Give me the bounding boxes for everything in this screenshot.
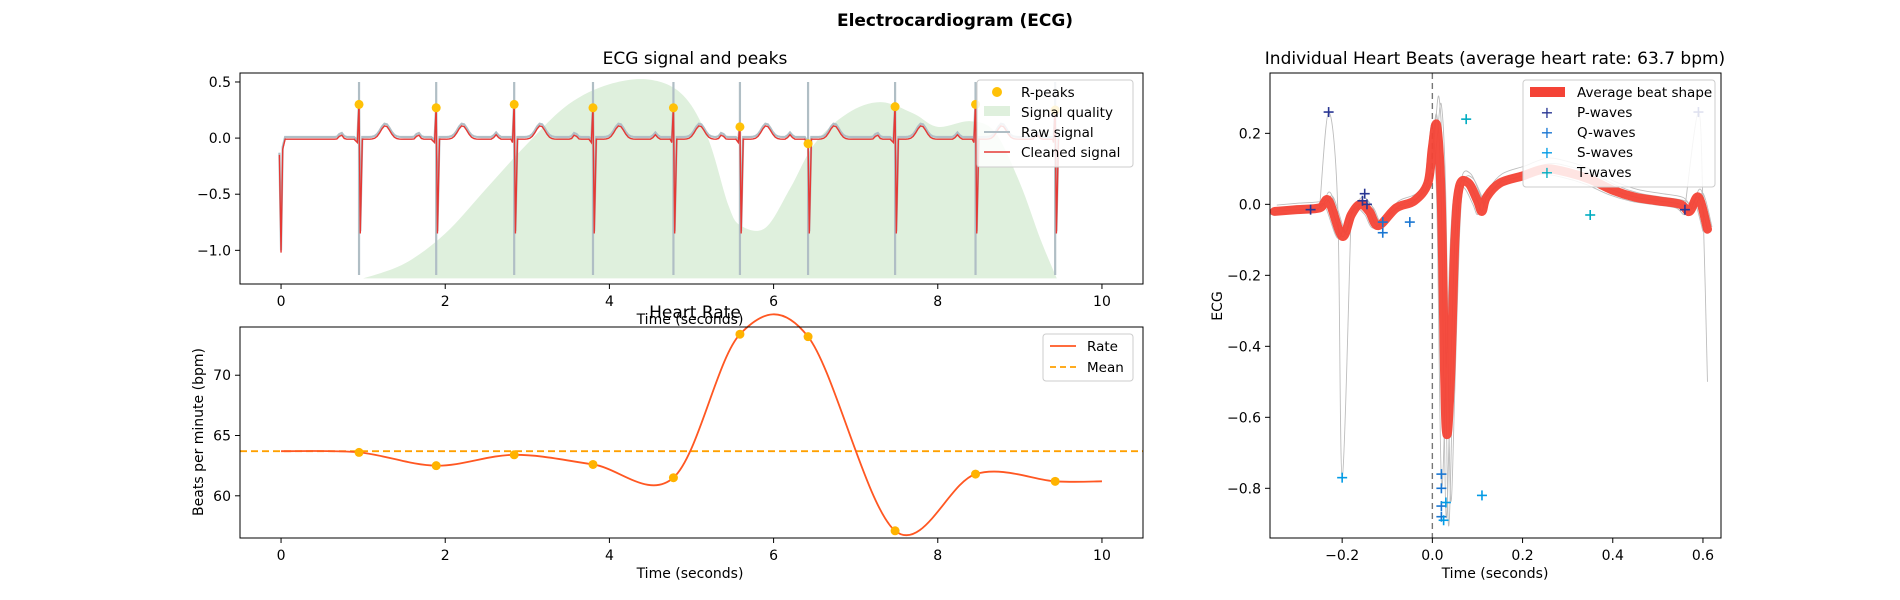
rate-point-marker: [668, 473, 678, 483]
average-beat-line: [1270, 119, 1712, 439]
ecg-xtick-label: 6: [769, 294, 778, 310]
hr-axes-frame: [239, 326, 1144, 539]
rate-point-marker: [588, 459, 598, 469]
hr-xtick-label: 8: [933, 548, 942, 564]
beats-xtick-label: 0.0: [1421, 548, 1443, 564]
hr-xtick-label: 6: [769, 548, 778, 564]
ecg-axes-frame: [239, 72, 1144, 285]
rate-point-marker: [971, 469, 981, 479]
figure-title: Electrocardiogram (ECG): [837, 11, 1073, 31]
ecg-ytick-label: 0.5: [209, 75, 231, 91]
rate-point-marker: [735, 329, 745, 339]
ecg-panel: ECG signal and peaks 0 2 4 6 8 10 0.5 0.0 −0.5 −1…: [197, 49, 1144, 328]
beats-ytick-label: 0.2: [1239, 126, 1261, 142]
beats-legend: Average beat shape + P-waves + Q-waves +…: [1522, 79, 1716, 188]
hr-legend: Rate Mean: [1042, 333, 1134, 382]
ecg-xtick-label: 4: [605, 294, 614, 310]
beats-ylabel: ECG: [1210, 291, 1226, 320]
legend-quality-swatch: [984, 106, 1010, 116]
ecg-xtick-label: 10: [1093, 294, 1111, 310]
ecg-title: ECG signal and peaks: [603, 49, 788, 69]
cleaned-signal-line: [278, 102, 1060, 253]
legend-t-label: T-waves: [1576, 165, 1632, 181]
r-peak-marker: [803, 139, 813, 149]
hr-xtick-label: 4: [605, 548, 614, 564]
hr-xtick-label: 10: [1093, 548, 1111, 564]
r-peak-marker: [735, 122, 745, 132]
r-peak-marker: [431, 103, 441, 113]
beats-axes-frame: [1269, 72, 1722, 539]
hr-xtick-label: 2: [441, 548, 450, 564]
legend-q-label: Q-waves: [1577, 125, 1636, 141]
r-peak-marker: [354, 99, 364, 109]
ecg-legend-box: [976, 79, 1134, 168]
legend-t-marker: +: [1540, 163, 1553, 182]
beats-xtick-label: 0.6: [1692, 548, 1714, 564]
beats-ytick-label: 0.0: [1239, 197, 1261, 213]
beats-xtick-label: 0.2: [1511, 548, 1533, 564]
legend-clean-label: Cleaned signal: [1021, 145, 1120, 161]
r-peak-marker: [890, 102, 900, 112]
legend-p-label: P-waves: [1577, 105, 1632, 121]
hr-ytick-label: 65: [213, 429, 231, 445]
beats-ytick-label: −0.2: [1227, 268, 1261, 284]
beats-title: Individual Heart Beats (average heart ra…: [1265, 49, 1725, 69]
hr-ytick-label: 70: [213, 368, 231, 384]
rate-point-marker: [803, 332, 813, 342]
beats-ytick-label: −0.6: [1227, 410, 1261, 426]
legend-rate-label: Rate: [1087, 339, 1118, 355]
legend-s-label: S-waves: [1577, 145, 1633, 161]
rate-point-marker: [354, 447, 364, 457]
beats-xtick-label: −0.2: [1325, 548, 1359, 564]
signal-quality-area: [363, 79, 1057, 279]
legend-quality-label: Signal quality: [1021, 105, 1113, 121]
legend-raw-label: Raw signal: [1021, 125, 1094, 141]
ecg-ytick-label: 0.0: [209, 131, 231, 147]
ecg-ytick-label: −1.0: [197, 243, 231, 259]
ecg-ytick-label: −0.5: [197, 187, 231, 203]
hr-ylabel: Beats per minute (bpm): [191, 348, 207, 516]
ecg-xtick-label: 2: [441, 294, 450, 310]
hr-xtick-label: 0: [277, 548, 286, 564]
hr-title: Heart Rate: [649, 303, 741, 323]
rate-point-marker: [431, 461, 441, 471]
ecg-xtick-label: 0: [277, 294, 286, 310]
hr-xlabel: Time (seconds): [636, 566, 744, 582]
beats-panel: Individual Heart Beats (average heart ra…: [1210, 49, 1725, 582]
individual-beat-line: [1319, 111, 1352, 479]
legend-rpeaks-label: R-peaks: [1021, 85, 1075, 101]
legend-q-marker: +: [1540, 123, 1553, 142]
ecg-legend: R-peaks Signal quality Raw signal Cleane…: [976, 79, 1134, 168]
rate-point-marker: [890, 526, 900, 536]
ecg-xtick-label: 8: [933, 294, 942, 310]
r-peak-marker: [668, 103, 678, 113]
legend-p-marker: +: [1540, 103, 1553, 122]
heart-rate-line: [281, 313, 1102, 536]
legend-average-label: Average beat shape: [1577, 85, 1712, 101]
r-peak-marker: [588, 103, 598, 113]
ecg-xlabel: Time (seconds): [636, 312, 744, 328]
r-peak-marker: [509, 99, 519, 109]
legend-rpeaks-marker: [992, 87, 1002, 97]
beats-xlabel: Time (seconds): [1441, 566, 1549, 582]
hr-ytick-label: 60: [213, 489, 231, 505]
rate-point-marker: [1050, 476, 1060, 486]
beats-legend-box: [1522, 79, 1716, 188]
beats-xtick-label: 0.4: [1602, 548, 1624, 564]
rate-point-marker: [509, 450, 519, 460]
beats-ytick-label: −0.8: [1227, 481, 1261, 497]
legend-mean-label: Mean: [1087, 360, 1124, 376]
beats-ytick-label: −0.4: [1227, 339, 1261, 355]
legend-s-marker: +: [1540, 143, 1553, 162]
